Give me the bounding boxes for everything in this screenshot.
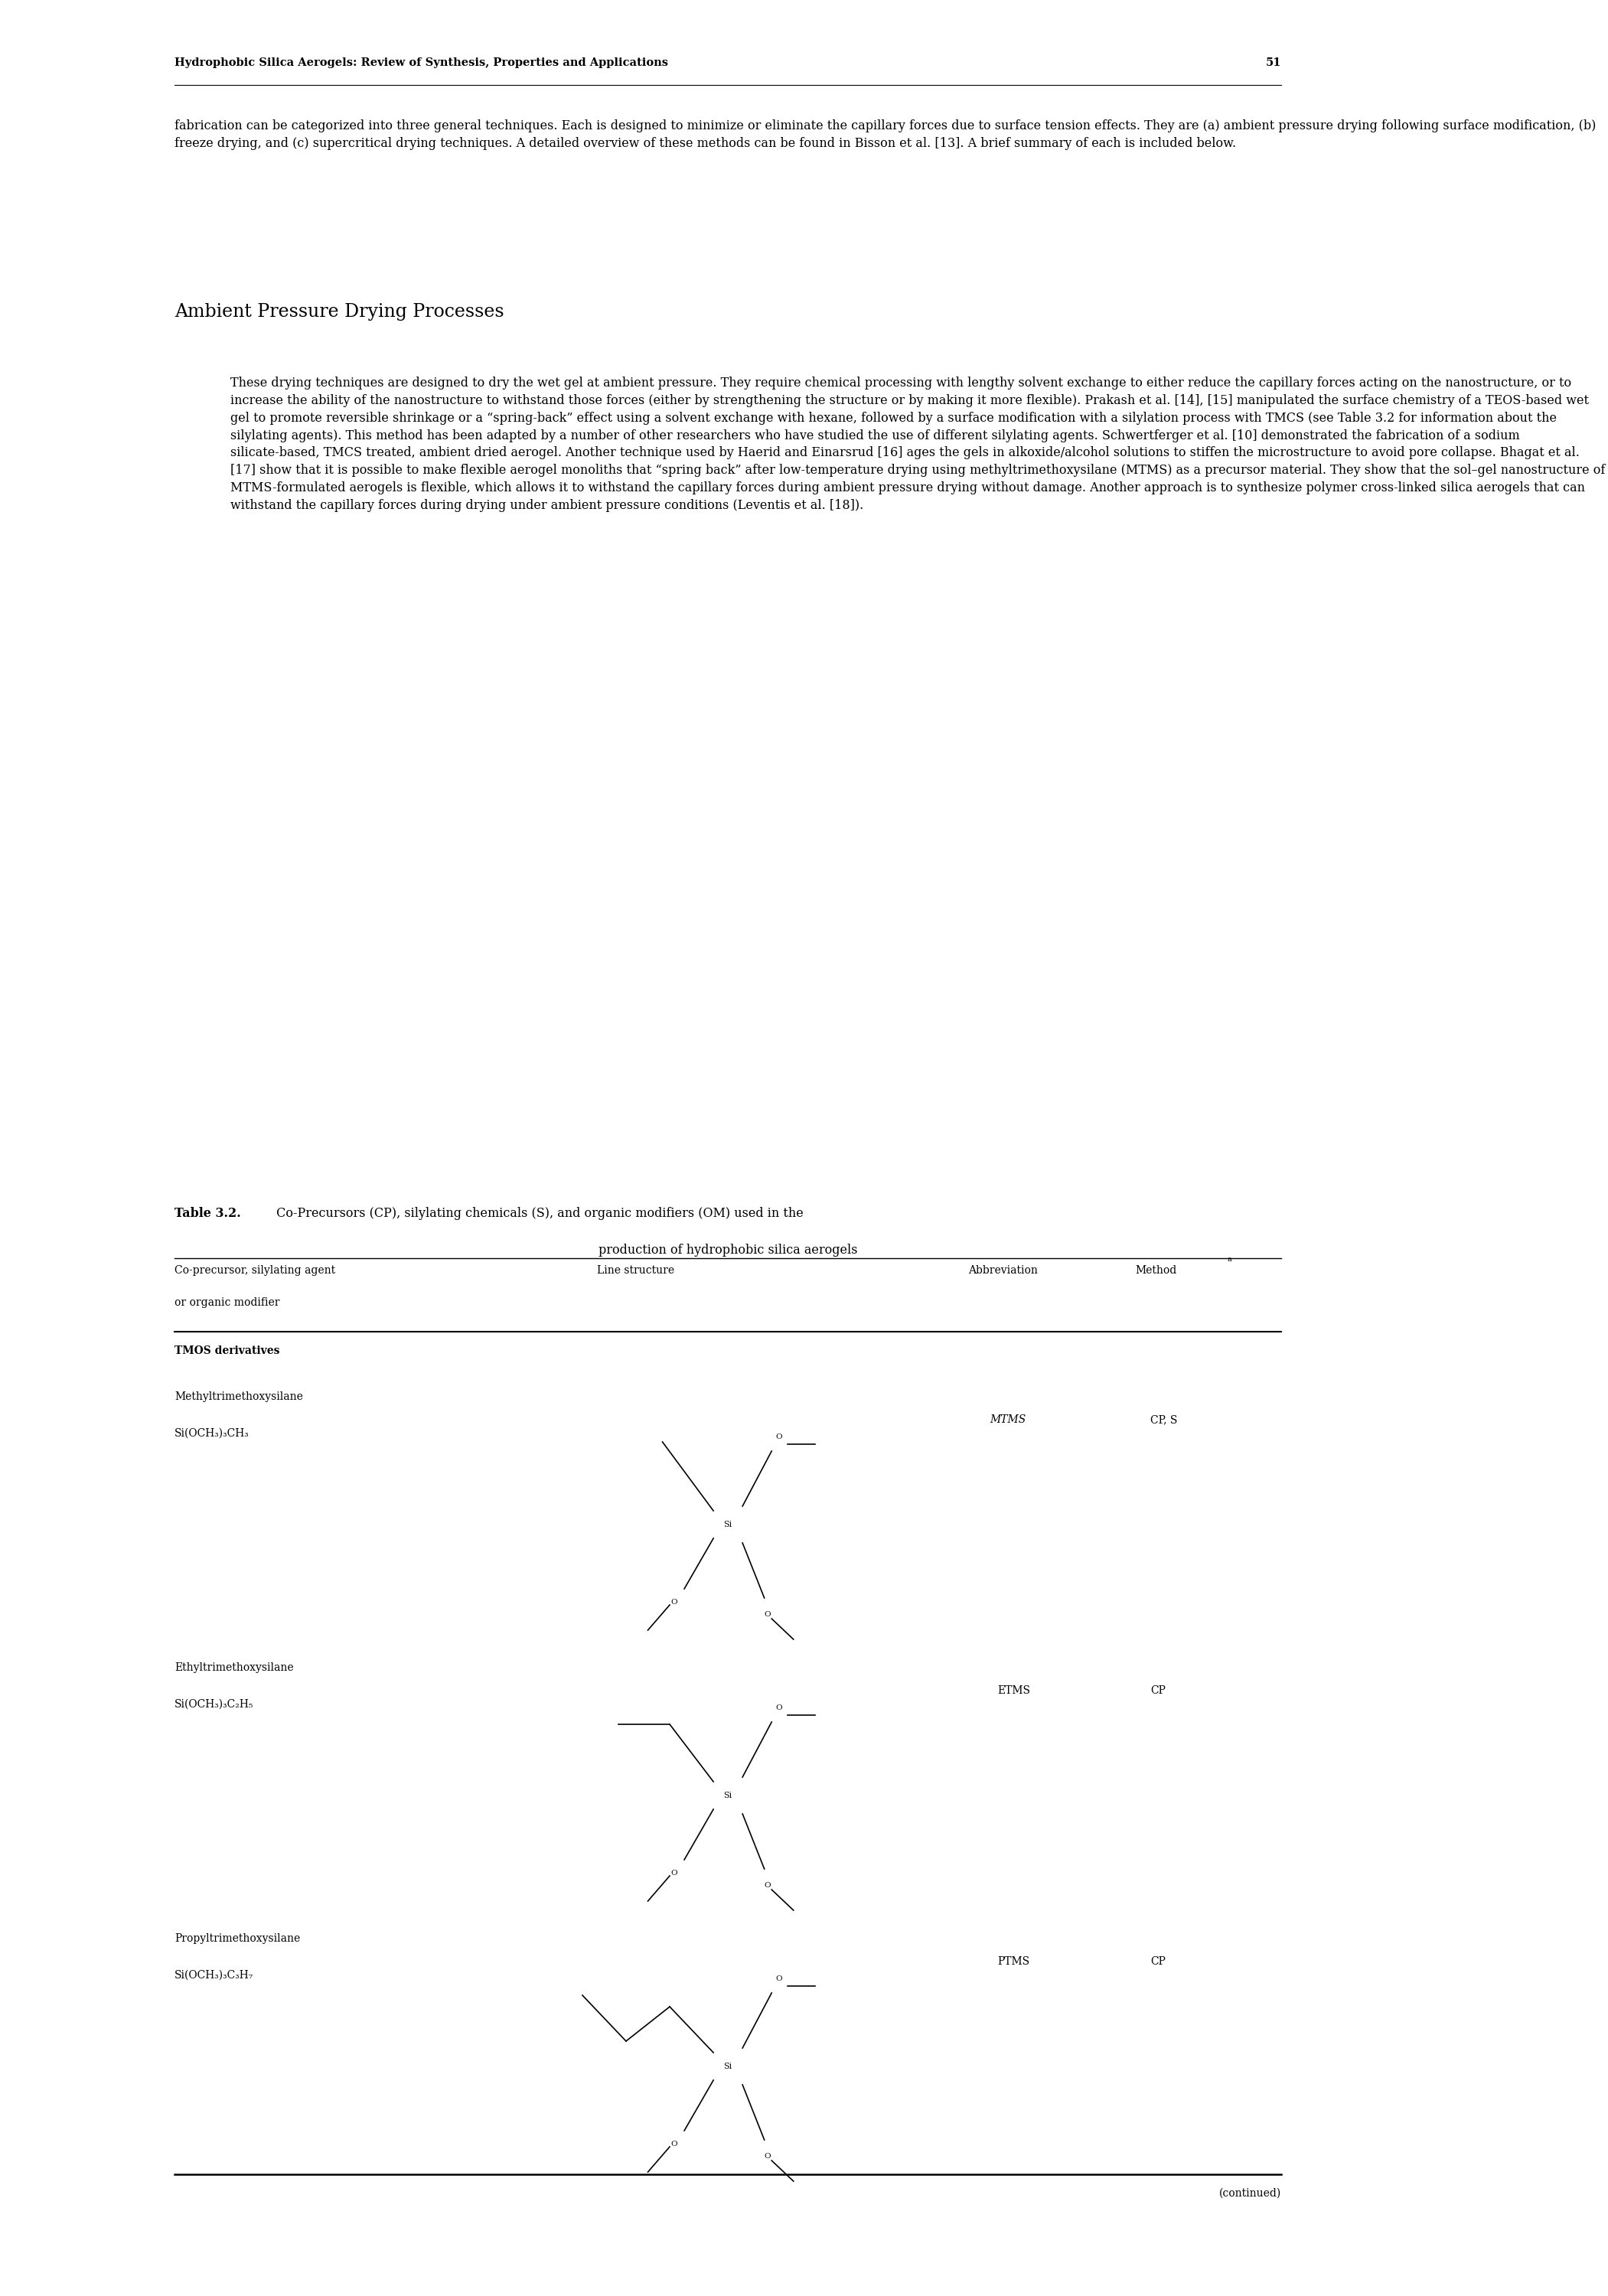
Text: Si(OCH₃)₃CH₃: Si(OCH₃)₃CH₃ xyxy=(175,1428,249,1440)
Text: Si: Si xyxy=(724,1791,732,1800)
Text: Table 3.2.: Table 3.2. xyxy=(175,1208,241,1219)
Text: Si: Si xyxy=(724,2062,732,2071)
Text: Methyltrimethoxysilane: Methyltrimethoxysilane xyxy=(175,1391,304,1403)
Text: a: a xyxy=(1227,1256,1232,1263)
Text: fabrication can be categorized into three general techniques. Each is designed t: fabrication can be categorized into thre… xyxy=(175,119,1597,149)
Text: CP, S: CP, S xyxy=(1150,1414,1177,1426)
Text: O: O xyxy=(671,1600,677,1607)
Text: O: O xyxy=(764,2154,770,2158)
Text: Abbreviation: Abbreviation xyxy=(968,1265,1037,1277)
Text: O: O xyxy=(764,1883,770,1887)
Text: CP: CP xyxy=(1150,1956,1166,1968)
Text: 51: 51 xyxy=(1265,57,1282,69)
Text: O: O xyxy=(775,1975,781,1984)
Text: MTMS: MTMS xyxy=(991,1414,1026,1426)
Text: Si: Si xyxy=(724,1520,732,1529)
Text: Propyltrimethoxysilane: Propyltrimethoxysilane xyxy=(175,1933,301,1945)
Text: Method: Method xyxy=(1135,1265,1177,1277)
Text: TMOS derivatives: TMOS derivatives xyxy=(175,1345,280,1357)
Text: O: O xyxy=(671,1869,677,1878)
Text: (continued): (continued) xyxy=(1219,2188,1282,2200)
Text: production of hydrophobic silica aerogels: production of hydrophobic silica aerogel… xyxy=(598,1244,857,1256)
Text: CP: CP xyxy=(1150,1685,1166,1697)
Text: Ambient Pressure Drying Processes: Ambient Pressure Drying Processes xyxy=(175,303,505,321)
Text: or organic modifier: or organic modifier xyxy=(175,1297,280,1309)
Text: Co-Precursors (CP), silylating chemicals (S), and organic modifiers (OM) used in: Co-Precursors (CP), silylating chemicals… xyxy=(272,1208,804,1219)
Text: Line structure: Line structure xyxy=(597,1265,674,1277)
Text: PTMS: PTMS xyxy=(997,1956,1029,1968)
Text: These drying techniques are designed to dry the wet gel at ambient pressure. The: These drying techniques are designed to … xyxy=(230,377,1605,512)
Text: ETMS: ETMS xyxy=(997,1685,1031,1697)
Text: O: O xyxy=(764,1612,770,1619)
Text: Hydrophobic Silica Aerogels: Review of Synthesis, Properties and Applications: Hydrophobic Silica Aerogels: Review of S… xyxy=(175,57,669,69)
Text: O: O xyxy=(671,2140,677,2149)
Text: Co-precursor, silylating agent: Co-precursor, silylating agent xyxy=(175,1265,336,1277)
Text: O: O xyxy=(775,1704,781,1713)
Text: Si(OCH₃)₃C₃H₇: Si(OCH₃)₃C₃H₇ xyxy=(175,1970,254,1981)
Text: O: O xyxy=(775,1433,781,1442)
Text: Ethyltrimethoxysilane: Ethyltrimethoxysilane xyxy=(175,1662,294,1674)
Text: Si(OCH₃)₃C₂H₅: Si(OCH₃)₃C₂H₅ xyxy=(175,1699,254,1711)
